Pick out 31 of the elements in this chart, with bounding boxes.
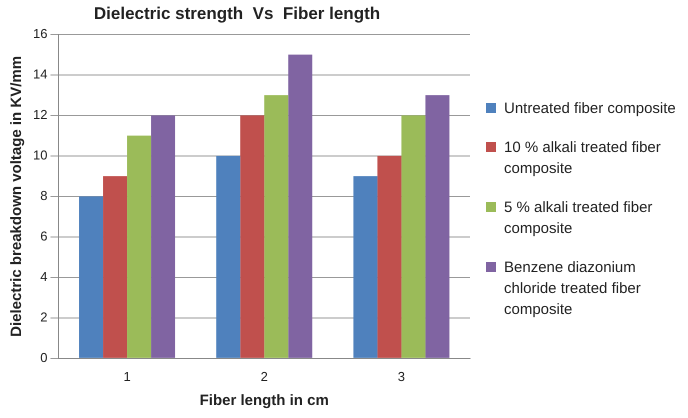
bar <box>216 156 240 358</box>
x-tick-label: 3 <box>398 368 406 384</box>
y-tick-label: 6 <box>40 228 48 244</box>
x-tick-label: 2 <box>260 368 268 384</box>
y-tick-label: 4 <box>40 268 48 284</box>
bar <box>79 196 104 358</box>
legend-label: Benzene diazonium chloride treated fiber composite <box>504 258 642 320</box>
bar <box>127 136 152 358</box>
y-tick-label: 14 <box>32 66 48 82</box>
bar <box>401 115 426 358</box>
y-axis-title: Dielectric breakdown voltage in KV/mm <box>8 56 26 337</box>
y-tick-label: 2 <box>40 309 48 324</box>
legend-label: Untreated fiber composite <box>504 99 676 119</box>
bar <box>103 176 128 358</box>
y-tick-label: 12 <box>32 106 48 122</box>
y-tick-label: 10 <box>32 147 48 162</box>
chart-title: Dielectric strength Vs Fiber length <box>94 4 380 23</box>
bar <box>377 156 402 358</box>
bar <box>288 54 312 358</box>
x-tick-label: 1 <box>123 368 131 384</box>
y-tick-label: 0 <box>40 350 48 365</box>
bar <box>264 95 288 358</box>
x-axis-title: Fiber length in cm <box>200 392 329 410</box>
y-tick-label: 16 <box>32 26 48 41</box>
bar <box>240 115 264 358</box>
bar <box>151 115 176 358</box>
legend-label: 10 % alkali treated fiber composite <box>504 138 662 179</box>
bar <box>353 176 378 358</box>
legend-label: 5 % alkali treated fiber composite <box>504 198 654 239</box>
bar <box>425 95 450 358</box>
y-tick-label: 8 <box>40 188 48 203</box>
